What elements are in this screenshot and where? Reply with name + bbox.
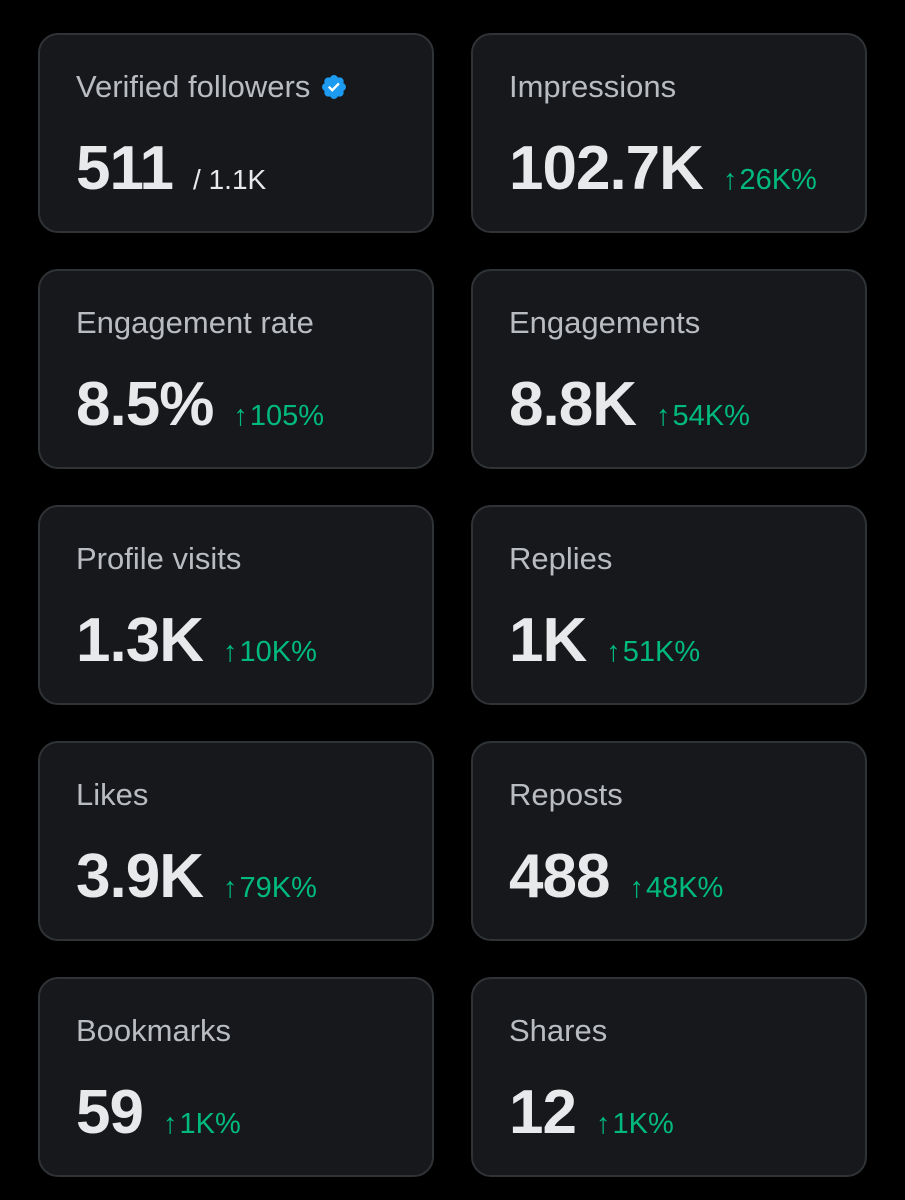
metric-value-row: 1K ↑ 51K% <box>509 605 700 676</box>
metric-value: 3.9K <box>76 842 204 911</box>
metric-label: Engagement rate <box>76 305 314 340</box>
metric-card-replies[interactable]: Replies 1K ↑ 51K% <box>471 505 867 705</box>
metric-delta-text: 51K% <box>622 636 701 668</box>
metric-delta-text: 1K% <box>179 1108 241 1140</box>
metric-value-row: 1.3K ↑ 10K% <box>76 605 317 676</box>
arrow-up-icon: ↑ <box>222 636 238 668</box>
metric-delta-text: 48K% <box>645 872 724 904</box>
metric-delta: ↑ 79K% <box>223 872 317 905</box>
metric-label: Likes <box>76 777 149 812</box>
metric-delta: ↑ 54K% <box>656 400 750 433</box>
metric-value-row: 8.8K ↑ 54K% <box>509 369 750 440</box>
metric-label: Verified followers <box>76 69 348 105</box>
metric-delta: ↑ 1K% <box>596 1108 674 1141</box>
metric-card-reposts[interactable]: Reposts 488 ↑ 48K% <box>471 741 867 941</box>
metric-value-row: 511 / 1.1K <box>76 133 266 204</box>
metric-value-row: 12 ↑ 1K% <box>509 1077 674 1148</box>
arrow-up-icon: ↑ <box>233 400 248 432</box>
metric-value-row: 3.9K ↑ 79K% <box>76 841 317 912</box>
metric-value-row: 8.5% ↑ 105% <box>76 369 324 440</box>
metric-label: Profile visits <box>76 541 242 576</box>
metric-delta-text: 105% <box>249 400 324 432</box>
metric-label: Replies <box>509 541 613 576</box>
metric-delta-text: 1K% <box>612 1108 674 1140</box>
metric-value: 1K <box>509 606 587 675</box>
metric-value: 8.5% <box>76 370 214 439</box>
metric-label: Bookmarks <box>76 1013 232 1048</box>
metric-value: 12 <box>509 1078 577 1147</box>
metric-label: Engagements <box>509 305 701 340</box>
metric-delta: ↑ 26K% <box>723 164 817 197</box>
metric-card-likes[interactable]: Likes 3.9K ↑ 79K% <box>38 741 434 941</box>
arrow-up-icon: ↑ <box>222 872 238 904</box>
metric-card-bookmarks[interactable]: Bookmarks 59 ↑ 1K% <box>38 977 434 1177</box>
arrow-up-icon: ↑ <box>606 636 621 668</box>
metric-delta: ↑ 10K% <box>223 636 317 669</box>
arrow-up-icon: ↑ <box>629 872 644 904</box>
metric-card-engagement-rate[interactable]: Engagement rate 8.5% ↑ 105% <box>38 269 434 469</box>
verified-badge-icon <box>322 75 347 99</box>
metric-label: Impressions <box>509 69 677 104</box>
metric-value-row: 102.7K ↑ 26K% <box>509 133 817 204</box>
metric-delta: ↑ 51K% <box>606 636 700 669</box>
arrow-up-icon: ↑ <box>595 1108 611 1140</box>
metric-value: 102.7K <box>509 134 704 203</box>
metric-value: 59 <box>76 1078 144 1147</box>
metric-value: 8.8K <box>509 370 637 439</box>
metric-label: Reposts <box>509 777 623 812</box>
metric-value-row: 59 ↑ 1K% <box>76 1077 241 1148</box>
metric-delta-text: 26K% <box>739 164 817 196</box>
metric-total: / 1.1K <box>193 164 267 195</box>
metric-value: 1.3K <box>76 606 204 675</box>
metric-card-shares[interactable]: Shares 12 ↑ 1K% <box>471 977 867 1177</box>
metric-delta: ↑ 1K% <box>163 1108 241 1141</box>
arrow-up-icon: ↑ <box>655 400 671 432</box>
metric-label: Shares <box>509 1013 608 1048</box>
metric-value: 488 <box>509 842 610 911</box>
metric-delta: ↑ 105% <box>233 400 324 433</box>
metric-card-impressions[interactable]: Impressions 102.7K ↑ 26K% <box>471 33 867 233</box>
metric-card-engagements[interactable]: Engagements 8.8K ↑ 54K% <box>471 269 867 469</box>
metric-delta-text: 79K% <box>239 872 317 904</box>
arrow-up-icon: ↑ <box>162 1108 178 1140</box>
metric-value: 511 <box>76 134 174 203</box>
metric-delta-text: 54K% <box>672 400 750 432</box>
metric-delta: ↑ 48K% <box>629 872 723 905</box>
metric-label-text: Verified followers <box>76 69 311 104</box>
metric-card-verified-followers[interactable]: Verified followers 511 / 1.1K <box>38 33 434 233</box>
arrow-up-icon: ↑ <box>722 164 738 196</box>
metric-card-profile-visits[interactable]: Profile visits 1.3K ↑ 10K% <box>38 505 434 705</box>
metric-value-row: 488 ↑ 48K% <box>509 841 723 912</box>
metric-delta-text: 10K% <box>239 636 317 668</box>
